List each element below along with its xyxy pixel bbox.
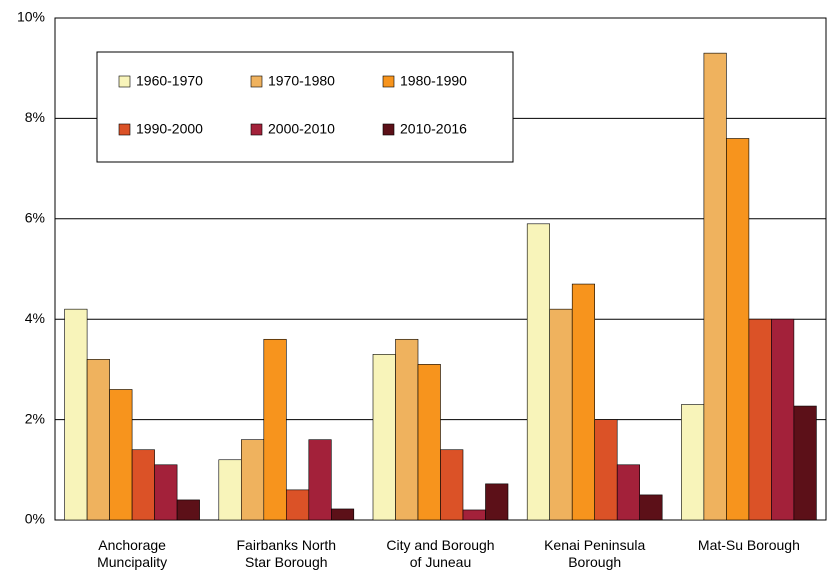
y-tick-label: 8% xyxy=(25,109,45,125)
legend-swatch xyxy=(118,123,131,136)
legend-label: 2000-2010 xyxy=(268,121,335,137)
legend-swatch xyxy=(250,75,263,88)
bar xyxy=(417,364,441,521)
x-tick-label: Anchorage Muncipality xyxy=(97,537,168,570)
x-tick-label: Kenai Peninsula Borough xyxy=(544,537,646,570)
bar xyxy=(64,308,88,521)
legend-label: 1990-2000 xyxy=(136,121,203,137)
bar xyxy=(748,318,772,521)
x-tick-label: City and Borough of Juneau xyxy=(386,537,495,570)
bar xyxy=(771,318,795,521)
bar xyxy=(330,508,355,521)
bar xyxy=(131,449,155,521)
bar xyxy=(86,359,110,521)
bar xyxy=(726,138,750,521)
bar xyxy=(462,509,486,521)
x-tick-label: Mat-Su Borough xyxy=(697,537,800,553)
x-tick-label: Fairbanks North Star Borough xyxy=(236,537,337,570)
legend-swatch xyxy=(382,75,395,88)
legend-swatch xyxy=(118,75,131,88)
bar xyxy=(571,283,596,521)
bar xyxy=(154,464,178,521)
bar xyxy=(681,404,705,521)
bar xyxy=(218,459,242,521)
bar xyxy=(263,338,287,521)
legend-label: 2010-2016 xyxy=(400,121,467,137)
y-tick-label: 10% xyxy=(17,9,45,25)
legend-label: 1960-1970 xyxy=(136,73,203,89)
legend-swatch xyxy=(382,123,395,136)
legend-swatch xyxy=(250,123,263,136)
y-tick-label: 0% xyxy=(25,511,45,527)
legend-label: 1980-1990 xyxy=(400,73,467,89)
bar xyxy=(285,489,310,521)
bar xyxy=(395,338,419,521)
bar xyxy=(109,389,133,521)
legend-box xyxy=(96,51,514,163)
bar xyxy=(308,439,332,521)
bar xyxy=(440,449,464,521)
y-tick-label: 2% xyxy=(25,410,45,426)
bar xyxy=(372,354,396,521)
y-tick-label: 4% xyxy=(25,310,45,326)
bar xyxy=(793,405,817,521)
bar xyxy=(526,223,551,521)
bar xyxy=(549,308,573,521)
legend-label: 1970-1980 xyxy=(268,73,335,89)
bar xyxy=(241,439,265,521)
y-tick-label: 6% xyxy=(25,210,45,226)
bar xyxy=(616,464,641,521)
bar xyxy=(176,499,200,521)
bar xyxy=(594,419,618,521)
bar xyxy=(485,483,509,521)
bar xyxy=(703,52,727,521)
bar xyxy=(639,494,663,521)
